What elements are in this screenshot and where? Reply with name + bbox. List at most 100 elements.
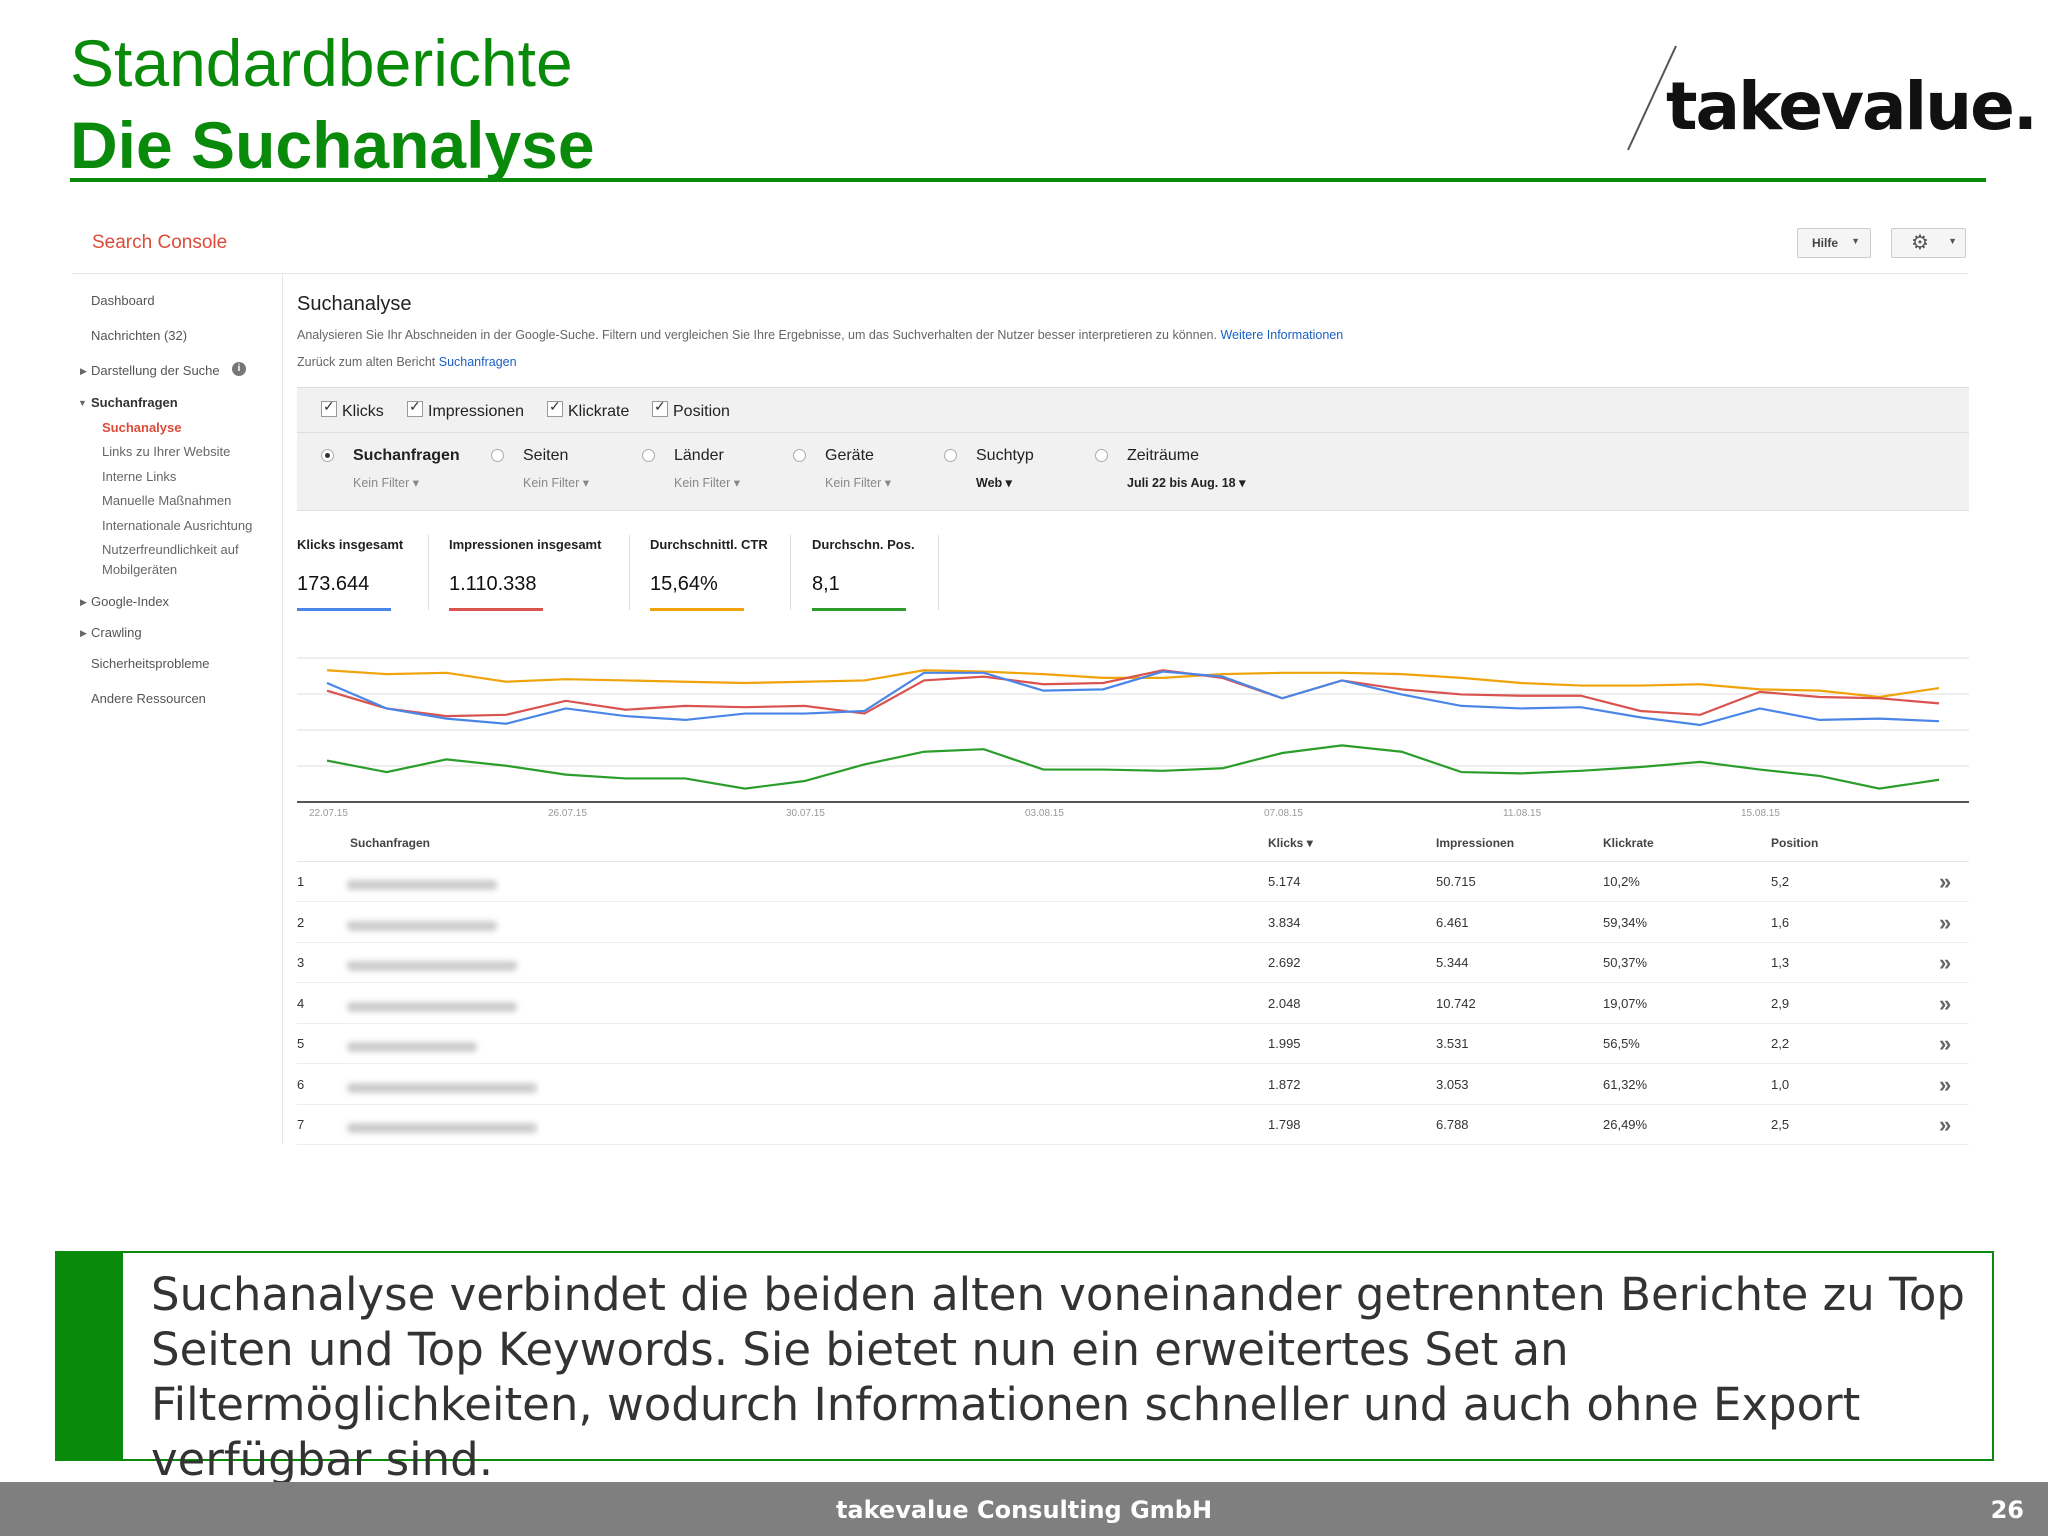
- table-row[interactable]: 5 1.995 3.531 56,5% 2,2 »: [297, 1024, 1969, 1064]
- position-checkbox[interactable]: Position: [652, 398, 730, 421]
- sidebar-item-messages[interactable]: Nachrichten (32): [91, 328, 188, 343]
- clicks-checkbox[interactable]: Klicks: [321, 398, 384, 421]
- filter-label: Kein Filter: [353, 476, 410, 490]
- devices-filter-dropdown[interactable]: Kein Filter ▾: [825, 476, 892, 490]
- sidebar-item-links[interactable]: Links zu Ihrer Website: [102, 444, 231, 459]
- radio-icon[interactable]: [1095, 449, 1108, 462]
- position-cell: 2,5: [1771, 1117, 1790, 1132]
- double-chevron-right-icon[interactable]: »: [1939, 1071, 1952, 1097]
- sidebar-item-google-index[interactable]: Google-Index: [91, 594, 170, 609]
- row-number: 5: [297, 1036, 305, 1051]
- series-color-swatch: [297, 608, 391, 611]
- series-line-3[interactable]: [326, 744, 1940, 790]
- sidebar-item-search-traffic[interactable]: Suchanfragen: [91, 395, 178, 410]
- callout-text: Suchanalyse verbindet die beiden alten v…: [151, 1268, 1965, 1486]
- column-header-ctr[interactable]: Klickrate: [1603, 836, 1654, 850]
- row-number: 2: [297, 914, 305, 930]
- search-type-dropdown[interactable]: Web ▾: [976, 476, 1012, 490]
- sidebar-item-mobile-usability[interactable]: Nutzerfreundlichkeit auf: [102, 542, 239, 557]
- triangle-right-icon[interactable]: ▶: [80, 597, 87, 607]
- double-chevron-right-icon[interactable]: »: [1939, 869, 1952, 894]
- countries-filter-dropdown[interactable]: Kein Filter ▾: [674, 476, 741, 490]
- dimension-label: Länder: [674, 447, 724, 464]
- table-row[interactable]: 2 3.834 6.461 59,34% 1,6 »: [297, 903, 1969, 943]
- column-header-clicks[interactable]: Klicks ▾: [1268, 836, 1313, 850]
- radio-selected-icon[interactable]: [321, 449, 334, 462]
- ctr-cell: 59,34%: [1603, 914, 1648, 930]
- sidebar-item-search-appearance[interactable]: Darstellung der Suche: [91, 363, 220, 378]
- sidebar-item-internal-links[interactable]: Interne Links: [102, 469, 177, 484]
- blurred-query-text: [347, 1123, 537, 1133]
- double-chevron-right-icon[interactable]: »: [1939, 1112, 1952, 1137]
- triangle-right-icon[interactable]: ▶: [80, 628, 87, 638]
- card-value: 173.644: [297, 573, 370, 595]
- sidebar-item-security[interactable]: Sicherheitsprobleme: [91, 656, 210, 671]
- position-cell: 2,9: [1771, 995, 1790, 1011]
- blurred-query-text: [347, 920, 497, 931]
- slide-title: Standardberichte: [70, 26, 573, 100]
- card-value: 8,1: [812, 573, 840, 595]
- checkbox-icon: [407, 398, 423, 417]
- radio-icon[interactable]: [944, 449, 957, 462]
- triangle-down-icon[interactable]: ▼: [78, 398, 87, 408]
- table-row[interactable]: 4 2.048 10.742 19,07% 2,9 »: [297, 984, 1969, 1024]
- radio-icon[interactable]: [491, 449, 504, 462]
- triangle-right-icon[interactable]: ▶: [80, 366, 87, 376]
- queries-filter-dropdown[interactable]: Kein Filter ▾: [353, 476, 420, 490]
- footer-company: takevalue Consulting GmbH: [835, 1496, 1213, 1524]
- series-line-0[interactable]: [326, 669, 1940, 699]
- ctr-checkbox[interactable]: Klickrate: [547, 398, 629, 421]
- search-console-brand[interactable]: Search Console: [92, 232, 228, 253]
- row-number: 6: [297, 1076, 305, 1092]
- row-number: 4: [297, 995, 305, 1011]
- double-chevron-right-icon[interactable]: »: [1939, 950, 1952, 975]
- column-header-position[interactable]: Position: [1771, 836, 1819, 850]
- blurred-query-text: [347, 1001, 517, 1012]
- x-tick-label: 22.07.15: [309, 808, 348, 819]
- description-text: Analysieren Sie Ihr Abschneiden in der G…: [297, 328, 1217, 342]
- clicks-cell: 3.834: [1268, 914, 1301, 930]
- radio-icon[interactable]: [642, 449, 655, 462]
- dimension-label: Geräte: [825, 447, 874, 464]
- position-cell: 1,0: [1771, 1076, 1790, 1092]
- table-row[interactable]: 1 5.174 50.715 10,2% 5,2 »: [297, 862, 1969, 902]
- column-header-queries[interactable]: Suchanfragen: [350, 836, 431, 850]
- sidebar-item-intl-targeting[interactable]: Internationale Ausrichtung: [102, 518, 253, 533]
- series-line-1[interactable]: [326, 669, 1940, 718]
- blurred-query-text: [347, 961, 517, 971]
- old-report-link[interactable]: Suchanfragen: [438, 355, 517, 369]
- sidebar-item-dashboard[interactable]: Dashboard: [91, 293, 155, 308]
- radio-icon[interactable]: [793, 449, 806, 462]
- card-value: 1.110.338: [449, 573, 537, 595]
- sidebar: [72, 274, 283, 1144]
- more-info-link[interactable]: Weitere Informationen: [1220, 328, 1344, 342]
- double-chevron-right-icon[interactable]: »: [1939, 909, 1952, 935]
- double-chevron-right-icon[interactable]: »: [1939, 1031, 1952, 1056]
- column-header-impressions[interactable]: Impressionen: [1436, 836, 1515, 850]
- blurred-query-text: [347, 880, 497, 890]
- table-row[interactable]: 6 1.872 3.053 61,32% 1,0 »: [297, 1065, 1969, 1105]
- sidebar-item-mobile-usability-line2[interactable]: Mobilgeräten: [102, 562, 178, 577]
- takevalue-logo: takevalue.: [1620, 40, 2038, 160]
- sidebar-item-crawling[interactable]: Crawling: [91, 625, 142, 640]
- sidebar-item-other-resources[interactable]: Andere Ressourcen: [91, 691, 206, 706]
- pages-filter-dropdown[interactable]: Kein Filter ▾: [523, 476, 590, 490]
- help-button[interactable]: Hilfe ▼: [1797, 228, 1871, 258]
- filter-label: Juli 22 bis Aug. 18: [1127, 476, 1236, 490]
- sidebar-item-search-analysis[interactable]: Suchanalyse: [102, 420, 182, 435]
- date-range-dropdown[interactable]: Juli 22 bis Aug. 18 ▾: [1127, 476, 1246, 490]
- double-chevron-right-icon[interactable]: »: [1939, 990, 1952, 1016]
- filter-label: Kein Filter: [523, 476, 580, 490]
- table-header-divider: [297, 861, 1969, 862]
- impressions-checkbox[interactable]: Impressionen: [407, 398, 524, 421]
- series-line-2[interactable]: [326, 670, 1940, 727]
- sidebar-item-manual-actions[interactable]: Manuelle Maßnahmen: [102, 493, 232, 508]
- ctr-cell: 26,49%: [1603, 1117, 1648, 1132]
- table-row[interactable]: 7 1.798 6.788 26,49% 2,5 »: [297, 1105, 1969, 1145]
- filter-label: Web: [976, 476, 1003, 490]
- info-icon[interactable]: i: [232, 362, 246, 376]
- table-row[interactable]: 3 2.692 5.344 50,37% 1,3 »: [297, 943, 1969, 983]
- settings-button[interactable]: ⚙ ▼: [1891, 228, 1966, 258]
- header-divider: [72, 273, 1968, 274]
- avg-position-card: Durchschn. Pos. 8,1: [812, 535, 939, 611]
